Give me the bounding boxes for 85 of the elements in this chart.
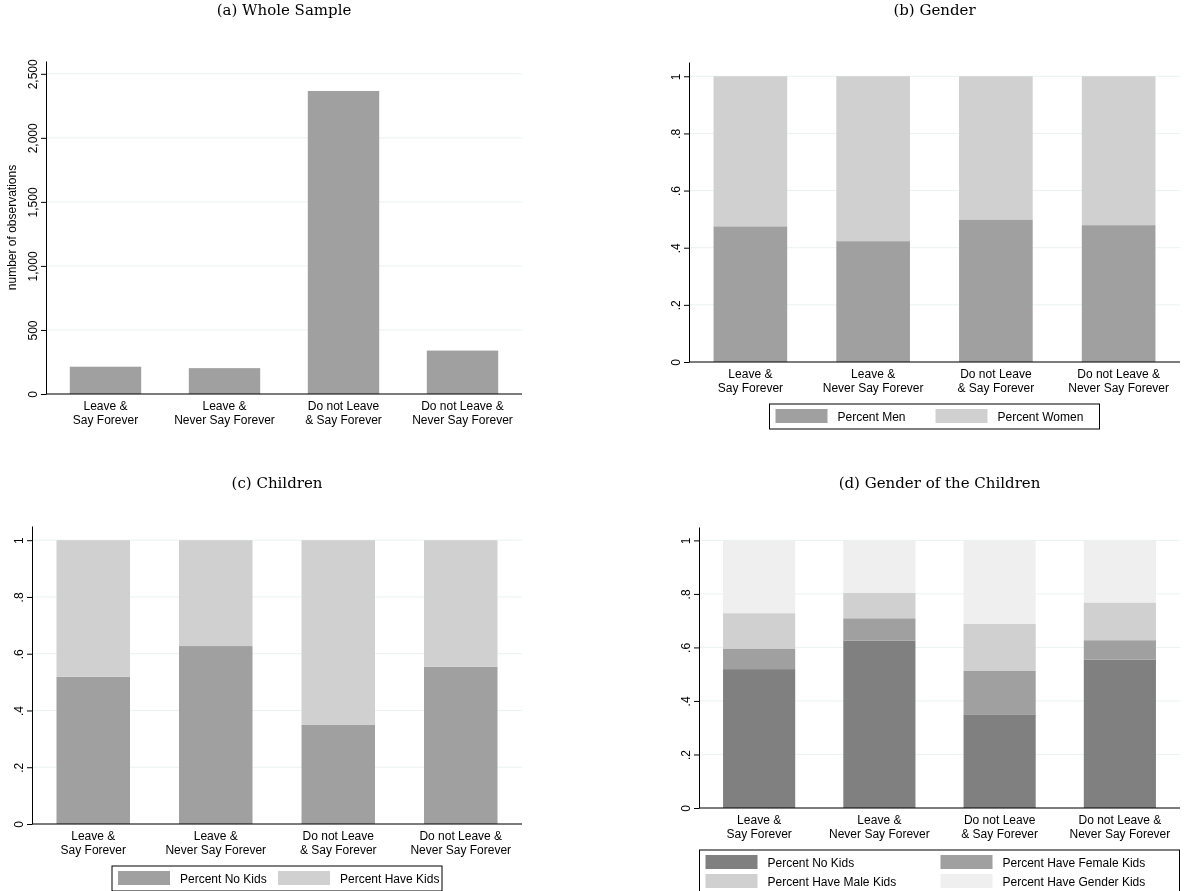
x-tick-label: Leave & Never Say Forever xyxy=(165,829,267,857)
bar xyxy=(1083,602,1156,641)
y-tick-label: .4 xyxy=(679,696,693,707)
x-tick-label: Do not Leave & Never Say Forever xyxy=(412,399,513,427)
y-tick-label: 1 xyxy=(679,537,693,545)
bar xyxy=(56,676,130,824)
y-tick-label: 0 xyxy=(679,804,693,812)
y-tick-label: 500 xyxy=(26,320,40,341)
legend-label: Percent Have Gender Kids xyxy=(1002,874,1146,889)
y-tick-label: .8 xyxy=(669,128,683,139)
y-tick-label: .2 xyxy=(669,300,683,311)
x-tick-label: Leave & Say Forever xyxy=(60,829,126,857)
bar xyxy=(713,226,788,362)
y-tick-label: 1,500 xyxy=(26,187,40,218)
legend-label: Percent Have Female Kids xyxy=(1002,855,1146,870)
y-tick-label: 2,500 xyxy=(26,58,40,90)
y-tick-label: .8 xyxy=(12,592,26,603)
y-tick-label: .6 xyxy=(12,648,26,660)
legend-label: Percent Have Kids xyxy=(340,871,440,886)
bar xyxy=(301,540,375,725)
y-tick-label: 0 xyxy=(26,390,40,398)
x-tick-label: Leave & Never Say Forever xyxy=(174,399,275,427)
y-tick-label: .4 xyxy=(12,705,26,716)
y-tick-label: .2 xyxy=(679,749,693,760)
chart-title: (b) Gender xyxy=(893,1,977,19)
bar xyxy=(836,76,910,242)
bar xyxy=(836,241,910,362)
x-tick-label: Leave & Say Forever xyxy=(717,367,784,395)
bar xyxy=(723,648,796,670)
y-tick-label: 1 xyxy=(669,73,683,81)
x-tick-label: Leave & Never Say Forever xyxy=(822,367,924,395)
bar xyxy=(963,714,1036,808)
chart-title: (c) Children xyxy=(231,474,323,492)
bar xyxy=(843,640,916,808)
legend-label: Percent Men xyxy=(837,409,906,424)
bar xyxy=(843,592,916,619)
bar xyxy=(723,613,796,649)
y-tick-label: 0 xyxy=(669,358,683,366)
y-tick-label: 2,000 xyxy=(26,123,40,154)
y-tick-label: 1 xyxy=(12,537,26,545)
bar xyxy=(843,618,916,641)
bar xyxy=(1081,76,1156,226)
bar xyxy=(1081,225,1156,362)
y-tick-label: .8 xyxy=(679,589,693,600)
legend-label: Percent Women xyxy=(997,409,1084,424)
bar xyxy=(424,540,498,667)
x-tick-label: Do not Leave & Say Forever xyxy=(961,813,1038,841)
bar xyxy=(713,76,788,227)
chart-title: (d) Gender of the Children xyxy=(838,474,1041,492)
bar xyxy=(56,540,130,677)
bar xyxy=(1083,640,1156,660)
y-tick-label: 1,000 xyxy=(26,251,40,282)
x-tick-label: Do not Leave & Never Say Forever xyxy=(1069,813,1171,841)
bar xyxy=(963,623,1036,671)
y-tick-label: 0 xyxy=(12,820,26,828)
bar xyxy=(723,669,796,808)
y-tick-label: .6 xyxy=(669,185,683,197)
bar xyxy=(426,350,499,394)
x-tick-label: Leave & Say Forever xyxy=(726,813,792,841)
bar xyxy=(188,368,261,394)
bar xyxy=(69,366,142,394)
y-tick-label: .6 xyxy=(679,642,693,653)
chart-title: (a) Whole Sample xyxy=(216,1,352,19)
x-tick-label: Do not Leave & Say Forever xyxy=(299,829,377,857)
bar xyxy=(959,76,1033,220)
x-tick-label: Do not Leave & Say Forever xyxy=(957,367,1035,395)
bar xyxy=(1083,659,1156,808)
bar xyxy=(179,540,253,647)
y-axis-title: number of observations xyxy=(5,164,19,291)
x-tick-label: Do not Leave & Say Forever xyxy=(305,399,382,427)
bar xyxy=(179,646,253,824)
x-tick-label: Leave & Say Forever xyxy=(72,399,139,427)
legend-label: Percent No Kids xyxy=(767,855,855,870)
bar xyxy=(424,666,498,824)
bar xyxy=(307,90,380,394)
x-tick-label: Do not Leave & Never Say Forever xyxy=(1068,367,1169,395)
bar xyxy=(963,670,1036,715)
bar xyxy=(301,724,375,824)
legend-label: Percent No Kids xyxy=(180,871,267,886)
legend-label: Percent Have Male Kids xyxy=(767,874,897,889)
y-tick-label: .4 xyxy=(669,242,683,254)
x-tick-label: Leave & Never Say Forever xyxy=(829,813,930,841)
x-tick-label: Do not Leave & Never Say Forever xyxy=(410,829,512,857)
y-tick-label: .2 xyxy=(12,762,26,773)
bar xyxy=(959,219,1033,362)
